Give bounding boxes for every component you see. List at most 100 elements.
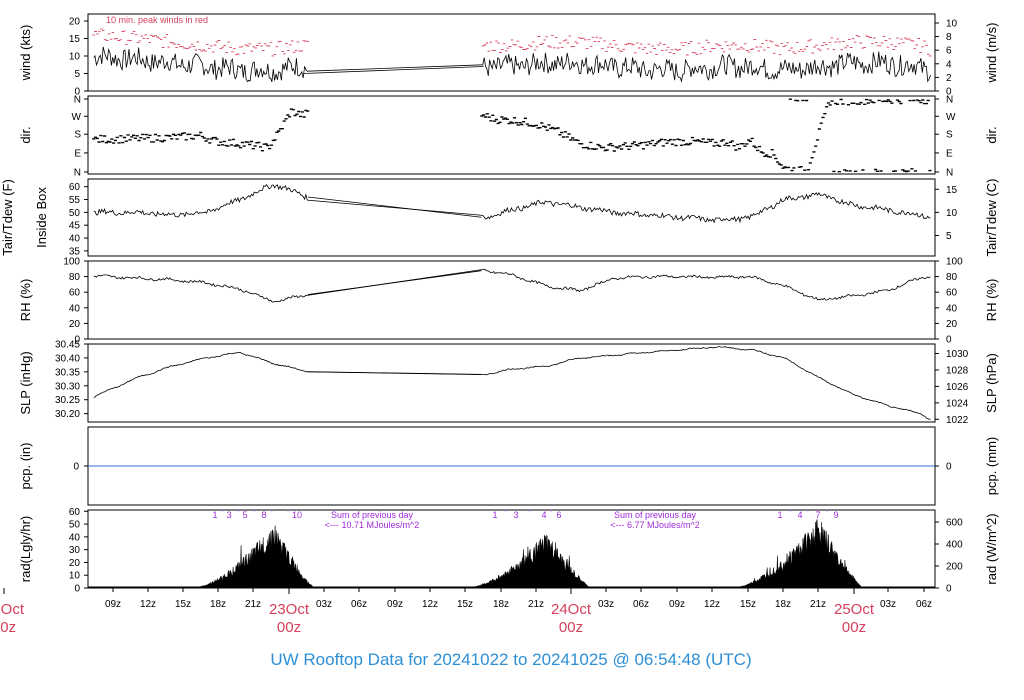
radiation-hour-mark: 3 [226,510,231,520]
ylabel-right-dir: dir. [984,126,999,143]
xtick-label: 03z [316,599,332,610]
ytick-label-right: 600 [946,518,963,529]
xtick-label: 12z [422,599,438,610]
wind-legend: 10 min. peak winds in red [106,15,208,25]
slp-series-line [93,346,931,420]
ytick-label: 0 [74,584,80,595]
ytick-label-right: 200 [946,562,963,573]
wind-peak-dashes [92,28,932,57]
radiation-hour-mark: 9 [833,510,838,520]
ytick-label: 30.35 [55,367,80,378]
ytick-label: 0 [73,462,79,473]
ytick-label-right: 2 [946,73,952,84]
rh-series-line [93,268,931,303]
ytick-label-right: 1028 [946,365,969,376]
ytick-label: 0 [74,335,80,346]
ytick-label: 40 [69,303,81,314]
ytick-label-right: 10 [946,208,958,219]
radiation-hour-tick: ' [221,508,223,518]
ytick-label-right: N [946,168,953,179]
radiation-hour-mark: 6 [556,510,561,520]
radiation-sum-label: Sum of previous day [331,510,414,520]
ytick-label: 40 [69,532,81,543]
temperature-series-line [93,184,931,224]
ytick-label: 20 [69,319,81,330]
ytick-label-right: 60 [946,288,958,299]
panel-frame-rad [87,509,936,589]
ytick-label-right: 0 [946,335,952,346]
xtick-label: 09z [669,599,685,610]
ytick-label-right: N [946,95,953,106]
ylabel-right-slp: SLP (hPa) [984,353,999,413]
ytick-label-right: 10 [946,18,958,29]
radiation-area-day-2 [466,534,592,589]
radiation-hour-mark: 1 [777,510,782,520]
panel-frame-wind [87,13,936,92]
xtick-label: 06z [916,599,932,610]
xtick-label: 18z [210,599,226,610]
radiation-hour-tick: ' [505,508,507,518]
xtick-label: 09z [105,599,121,610]
ytick-label: 30.20 [55,409,80,420]
ytick-label: 30 [69,545,81,556]
ytick-label: 60 [69,288,81,299]
ytick-label-right: 0 [946,462,952,473]
ytick-label: 60 [69,507,81,518]
radiation-hour-mark: 1 [492,510,497,520]
ytick-label: 10 [69,52,81,63]
radiation-hour-tick: ' [529,508,531,518]
radiation-hour-tick: ' [271,508,273,518]
xtick-label: 12z [140,599,156,610]
ytick-label: 40 [69,234,81,245]
radiation-hour-mark: 4 [541,510,546,520]
radiation-area-day-1 [192,525,316,589]
radiation-sum-value: <--- 10.71 MJoules/m^2 [325,520,420,530]
ytick-label: 50 [69,520,81,531]
ylabel-left-slp: SLP (inHg) [18,351,33,414]
radiation-hour-tick: ' [826,508,828,518]
xtick-label: 18z [493,599,509,610]
radiation-hour-mark: 4 [797,510,802,520]
ylabel-left-rad: rad(Lgly/hr) [18,516,33,582]
ylabel-left-temp: Tair/Tdew (F) [0,179,15,256]
rh-series-line-gap [307,270,482,295]
ylabel-left2-temp: Inside Box [34,187,49,248]
ytick-label-right: S [946,130,953,141]
ytick-label: 100 [63,257,80,268]
xtick-label: 03z [598,599,614,610]
date-label: 22Oct [0,601,25,618]
radiation-hour-mark: 3 [513,510,518,520]
radiation-hour-tick: ' [253,508,255,518]
ytick-label: 80 [69,272,81,283]
radiation-hour-tick: ' [287,508,289,518]
xtick-label: 03z [880,599,896,610]
ytick-label-right: 8 [946,32,952,43]
ytick-label: 30.30 [55,381,80,392]
ytick-label: N [74,95,81,106]
xtick-label: 15z [740,599,756,610]
ylabel-right-wind: wind (m/s) [984,23,999,84]
wind-series-line [93,46,931,83]
ytick-label-right: 80 [946,272,958,283]
ytick-label: 0 [74,87,80,98]
xtick-label: 06z [351,599,367,610]
date-label: 24Oct [551,601,592,618]
ylabel-left-rh: RH (%) [18,279,33,322]
ytick-label-right: 100 [946,257,963,268]
ytick-label: W [72,112,82,123]
ytick-label: 45 [69,221,81,232]
panel-frame-slp [87,343,936,423]
ytick-label: 30.45 [55,340,80,351]
ytick-label-right: 4 [946,59,952,70]
date-label: 25Oct [834,601,875,618]
radiation-hour-tick: ' [550,508,552,518]
xtick-label: 09z [387,599,403,610]
date-label-hour: 00z [842,619,866,636]
ytick-label-right: 0 [946,584,952,595]
ylabel-right-rh: RH (%) [984,279,999,322]
ytick-label: 60 [69,182,81,193]
date-label: 23Oct [269,601,310,618]
ytick-label: N [74,168,81,179]
ytick-label: 55 [69,195,81,206]
